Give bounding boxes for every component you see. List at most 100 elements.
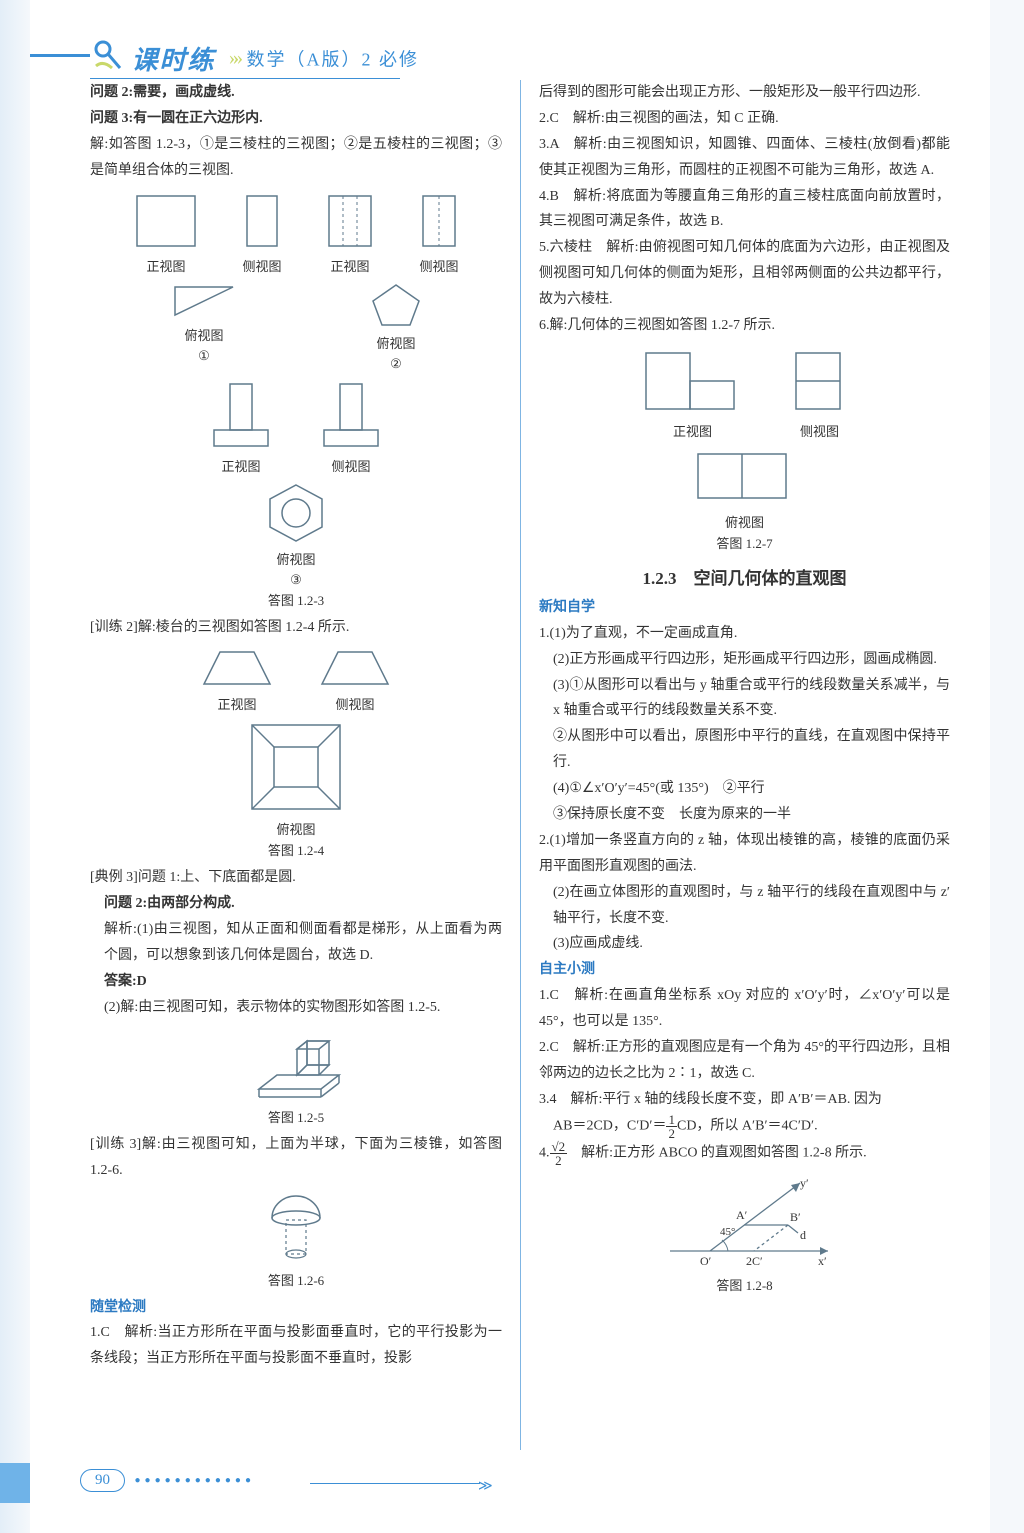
lbl-O: O′: [700, 1254, 712, 1268]
ex3-q1: [典例 3]问题 1:上、下底面都是圆.: [90, 865, 502, 891]
zizhu-heading: 自主小测: [539, 957, 950, 983]
right-column: 后得到的图形可能会出现正方形、一般矩形及一般平行四边形. 2.C 解析:由三视图…: [520, 80, 950, 1450]
z2: 2.C 解析:正方形的直观图应是有一个角为 45°的平行四边形，且相邻两边的边长…: [539, 1035, 950, 1087]
n1a: 1.(1)为了直观，不一定画成直角.: [539, 621, 950, 647]
label-side: 侧视图: [800, 421, 839, 440]
frac-sqrt2-2: √22: [550, 1140, 568, 1167]
z3a: 3.4 解析:平行 x 轴的线段长度不变，即 A′B′＝AB. 因为: [539, 1087, 950, 1113]
page: 课时练 »» 数学（A版）2 必修 问题 2:需要，画成虚线. 问题 3:有一圆…: [30, 0, 990, 1533]
fig5-row1: 正视图 侧视图: [539, 345, 950, 440]
label-top: 俯视图: [276, 819, 315, 838]
fig5-caption: 答图 1.2-7: [539, 533, 950, 552]
fig2-front: [198, 646, 276, 690]
fig3-top: [264, 481, 328, 545]
r-a2: 2.C 解析:由三视图的画法，知 C 正确.: [539, 106, 950, 132]
fig4-row: [90, 1190, 502, 1268]
fig2-caption: 答图 1.2-4: [90, 840, 502, 859]
header-rule: [30, 54, 90, 57]
fig3-side: [316, 378, 386, 452]
section-number: 1.2.3: [643, 569, 677, 588]
label-side: 侧视图: [331, 456, 370, 475]
subject-label: 数学（A版）2 必修: [247, 50, 420, 70]
z4-post: 解析:正方形 ABCO 的直观图如答图 1.2-8 所示.: [567, 1145, 866, 1160]
fig2-top: [246, 719, 346, 815]
footer-dots: ●●●●●●●●●●●●: [135, 1475, 255, 1486]
r-a4: 4.B 解析:将底面为等腰直角三角形的直三棱柱底面向前放置时，其三视图可满足条件…: [539, 184, 950, 236]
n2b: (2)在画立体图形的直观图时，与 z 轴平行的线段在直观图中与 z′轴平行，长度…: [539, 880, 950, 932]
label-front: 正视图: [221, 456, 260, 475]
fig1-top-1: [169, 281, 239, 321]
fig-1-2-6: [256, 1190, 336, 1268]
q2-label: 问题 2:需要，画成虚线.: [90, 85, 235, 100]
z3b-post: CD，所以 A′B′＝4C′D′.: [677, 1118, 818, 1133]
section-1-2-3: 1.2.3 空间几何体的直观图: [539, 564, 950, 589]
content-columns: 问题 2:需要，画成虚线. 问题 3:有一圆在正六边形内. 解:如答图 1.2-…: [30, 80, 990, 1450]
r-cont: 后得到的图形可能会出现正方形、一般矩形及一般平行四边形.: [539, 80, 950, 106]
z3b: AB＝2CD，C′D′＝12CD，所以 A′B′＝4C′D′.: [539, 1113, 950, 1140]
fig-row-1: 正视图 侧视图 正视图: [90, 190, 502, 275]
train3: [训练 3]解:由三视图可知，上面为半球，下面为三棱锥，如答图 1.2-6.: [90, 1132, 502, 1184]
label-side: 侧视图: [242, 256, 281, 275]
left-a1: 1.C 解析:当正方形所在平面与投影面垂直时，它的平行投影为一条线段；当正方形所…: [90, 1320, 502, 1372]
fig5-side: [788, 345, 852, 417]
fig2-row1: 正视图 侧视图: [90, 646, 502, 713]
page-header: 课时练 »» 数学（A版）2 必修: [30, 0, 990, 80]
fig5-row2: 俯视图: [539, 446, 950, 531]
lbl-y: y′: [800, 1176, 809, 1190]
label-front: 正视图: [146, 256, 185, 275]
page-footer: 90 ●●●●●●●●●●●● ≫: [80, 1469, 480, 1499]
fig5-front: [638, 345, 748, 417]
fig1-front-2: [323, 190, 377, 252]
z1: 1.C 解析:在画直角坐标系 xOy 对应的 x′O′y′时，∠x′O′y′可以…: [539, 983, 950, 1035]
lbl-C: 2C′: [746, 1254, 763, 1268]
suitest-heading: 随堂检测: [90, 1295, 502, 1321]
lbl-B: B′: [790, 1210, 801, 1224]
section-title-text: 空间几何体的直观图: [694, 569, 847, 588]
fig6-row: A′ B′ O′ 2C′ d x′ y′ 45°: [539, 1173, 950, 1273]
n1c: (3)①从图形可以看出与 y 轴重合或平行的线段数量关系减半，与 x 轴重合或平…: [539, 673, 950, 725]
fig-row-2: 俯视图 ① 俯视图 ②: [90, 281, 502, 372]
label-top: 俯视图: [184, 325, 223, 344]
lbl-ang: 45°: [720, 1226, 735, 1238]
label-top: 俯视图: [276, 549, 315, 568]
n1e: (4)①∠x′O′y′=45°(或 135°) ②平行: [539, 776, 950, 802]
r-a5: 5.六棱柱 解析:由俯视图可知几何体的底面为六边形，由正视图及侧视图可知几何体的…: [539, 235, 950, 313]
left-margin-gradient: [0, 0, 30, 1533]
fig3-front: [206, 378, 276, 452]
footer-arrow-line: [310, 1483, 480, 1484]
left-column: 问题 2:需要，画成虚线. 问题 3:有一圆在正六边形内. 解:如答图 1.2-…: [90, 80, 520, 1450]
label-top: 俯视图: [376, 333, 415, 352]
fig5-top: [690, 446, 800, 508]
r-a6: 6.解:几何体的三视图如答图 1.2-7 所示.: [539, 313, 950, 339]
circled-3: ③: [290, 572, 302, 588]
fig1-side-1: [241, 190, 283, 252]
label-top: 俯视图: [725, 512, 764, 531]
fig3-caption: 答图 1.2-5: [90, 1107, 502, 1126]
frac-one-half: 12: [666, 1113, 677, 1140]
logo-icon: [90, 38, 124, 72]
n1f: ③保持原长度不变 长度为原来的一半: [539, 802, 950, 828]
train2: [训练 2]解:棱台的三视图如答图 1.2-4 所示.: [90, 615, 502, 641]
brand-title: 课时练: [132, 40, 216, 77]
solution-1: 解:如答图 1.2-3，①是三棱柱的三视图；②是五棱柱的三视图；③是简单组合体的…: [90, 132, 502, 184]
fig-row-3b: 俯视图 ③: [90, 481, 502, 588]
fig-1-2-8: A′ B′ O′ 2C′ d x′ y′ 45°: [650, 1173, 840, 1273]
fig1-side-2: [417, 190, 461, 252]
chevrons-icon: »»: [229, 47, 237, 69]
fig2-row2: 俯视图: [90, 719, 502, 838]
ex3-answer: 答案:D: [90, 969, 502, 995]
fig1-top-2: [369, 281, 423, 329]
r-a3: 3.A 解析:由三视图知识，知圆锥、四面体、三棱柱(放倒看)都能使其正视图为三角…: [539, 132, 950, 184]
fig1-caption: 答图 1.2-3: [90, 590, 502, 609]
q3-label: 问题 3:有一圆在正六边形内.: [90, 111, 263, 126]
fig3-row: [90, 1027, 502, 1105]
label-front: 正视图: [217, 694, 256, 713]
ex3-analysis: 解析:(1)由三视图，知从正面和侧面看都是梯形，从上面看为两个圆，可以想象到该几…: [90, 917, 502, 969]
footer-arrow-icon: ≫: [478, 1478, 493, 1495]
xinzhi-heading: 新知自学: [539, 595, 950, 621]
label-side: 侧视图: [335, 694, 374, 713]
n1b: (2)正方形画成平行四边形，矩形画成平行四边形，圆画成椭圆.: [539, 647, 950, 673]
lbl-d: d: [800, 1228, 806, 1242]
lbl-A: A′: [736, 1208, 748, 1222]
header-underline: [90, 78, 400, 79]
